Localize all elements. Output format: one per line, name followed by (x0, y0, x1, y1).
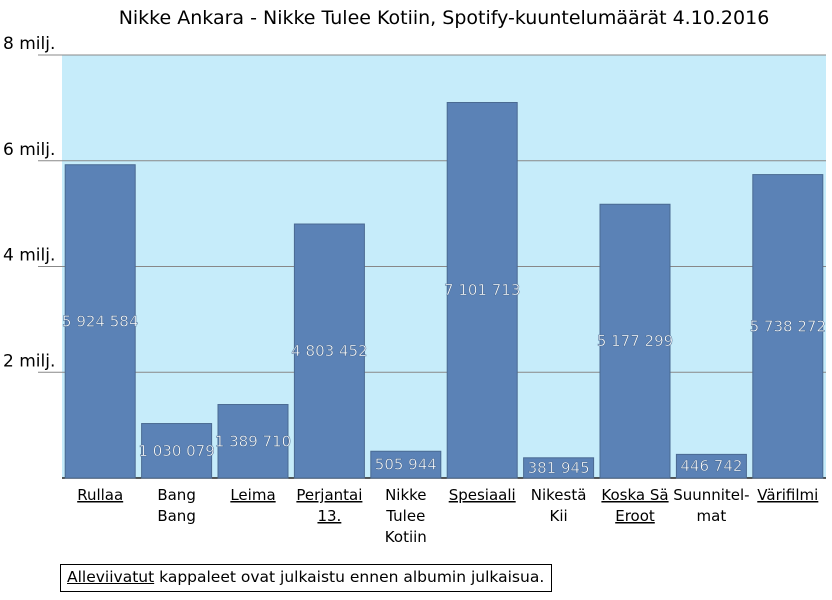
category-label: mat (697, 507, 727, 525)
category-label: Nikke (385, 486, 426, 504)
bar-value-label: 4 803 452 (291, 342, 367, 360)
bar (752, 174, 824, 479)
bar-value-label: 1 030 079 (138, 442, 214, 460)
y-tick-label: 4 milj. (3, 246, 55, 266)
category-label: Spesiaali (449, 486, 516, 504)
category-label: Värifilmi (757, 486, 818, 504)
category-label: Rullaa (77, 486, 123, 504)
bar (64, 164, 136, 479)
category-label: Koska Sä (601, 486, 668, 504)
category-label: Kii (550, 507, 568, 525)
bar (293, 223, 365, 479)
bar-value-label: 1 389 710 (215, 432, 291, 450)
category-label: Leima (230, 486, 275, 504)
bar (446, 101, 518, 479)
bar (141, 423, 213, 479)
category-label: Tulee (385, 507, 425, 525)
chart-title: Nikke Ankara - Nikke Tulee Kotiin, Spoti… (119, 7, 770, 29)
category-label: Bang (157, 486, 196, 504)
bar (370, 450, 442, 479)
bar (599, 203, 671, 479)
footnote-text: kappaleet ovat julkaistu ennen albumin j… (154, 568, 545, 586)
bar-value-label: 7 101 713 (444, 281, 520, 299)
bar (217, 404, 289, 479)
category-label: Nikestä (531, 486, 587, 504)
category-label: Suunnitel- (673, 486, 749, 504)
bar-value-label: 5 738 272 (750, 317, 826, 335)
bar-value-label: 5 924 584 (62, 312, 138, 330)
bar-value-label: 505 944 (375, 456, 437, 474)
category-label: Kotiin (385, 528, 427, 546)
bar-value-label: 381 945 (528, 459, 590, 477)
y-tick-label: 8 milj. (3, 34, 55, 54)
bar (675, 453, 747, 479)
bar-value-label: 5 177 299 (597, 332, 673, 350)
footnote-underlined: Alleviivatut (67, 568, 155, 586)
bar (523, 457, 595, 479)
bar-value-label: 446 742 (680, 457, 742, 475)
category-label: Eroot (615, 507, 655, 525)
y-tick-label: 6 milj. (3, 140, 55, 160)
category-label: Perjantai (296, 486, 362, 504)
category-label: 13. (317, 507, 341, 525)
footnote: Alleviivatut kappaleet ovat julkaistu en… (60, 564, 552, 592)
category-label: Bang (157, 507, 196, 525)
y-tick-label: 2 milj. (3, 351, 55, 371)
